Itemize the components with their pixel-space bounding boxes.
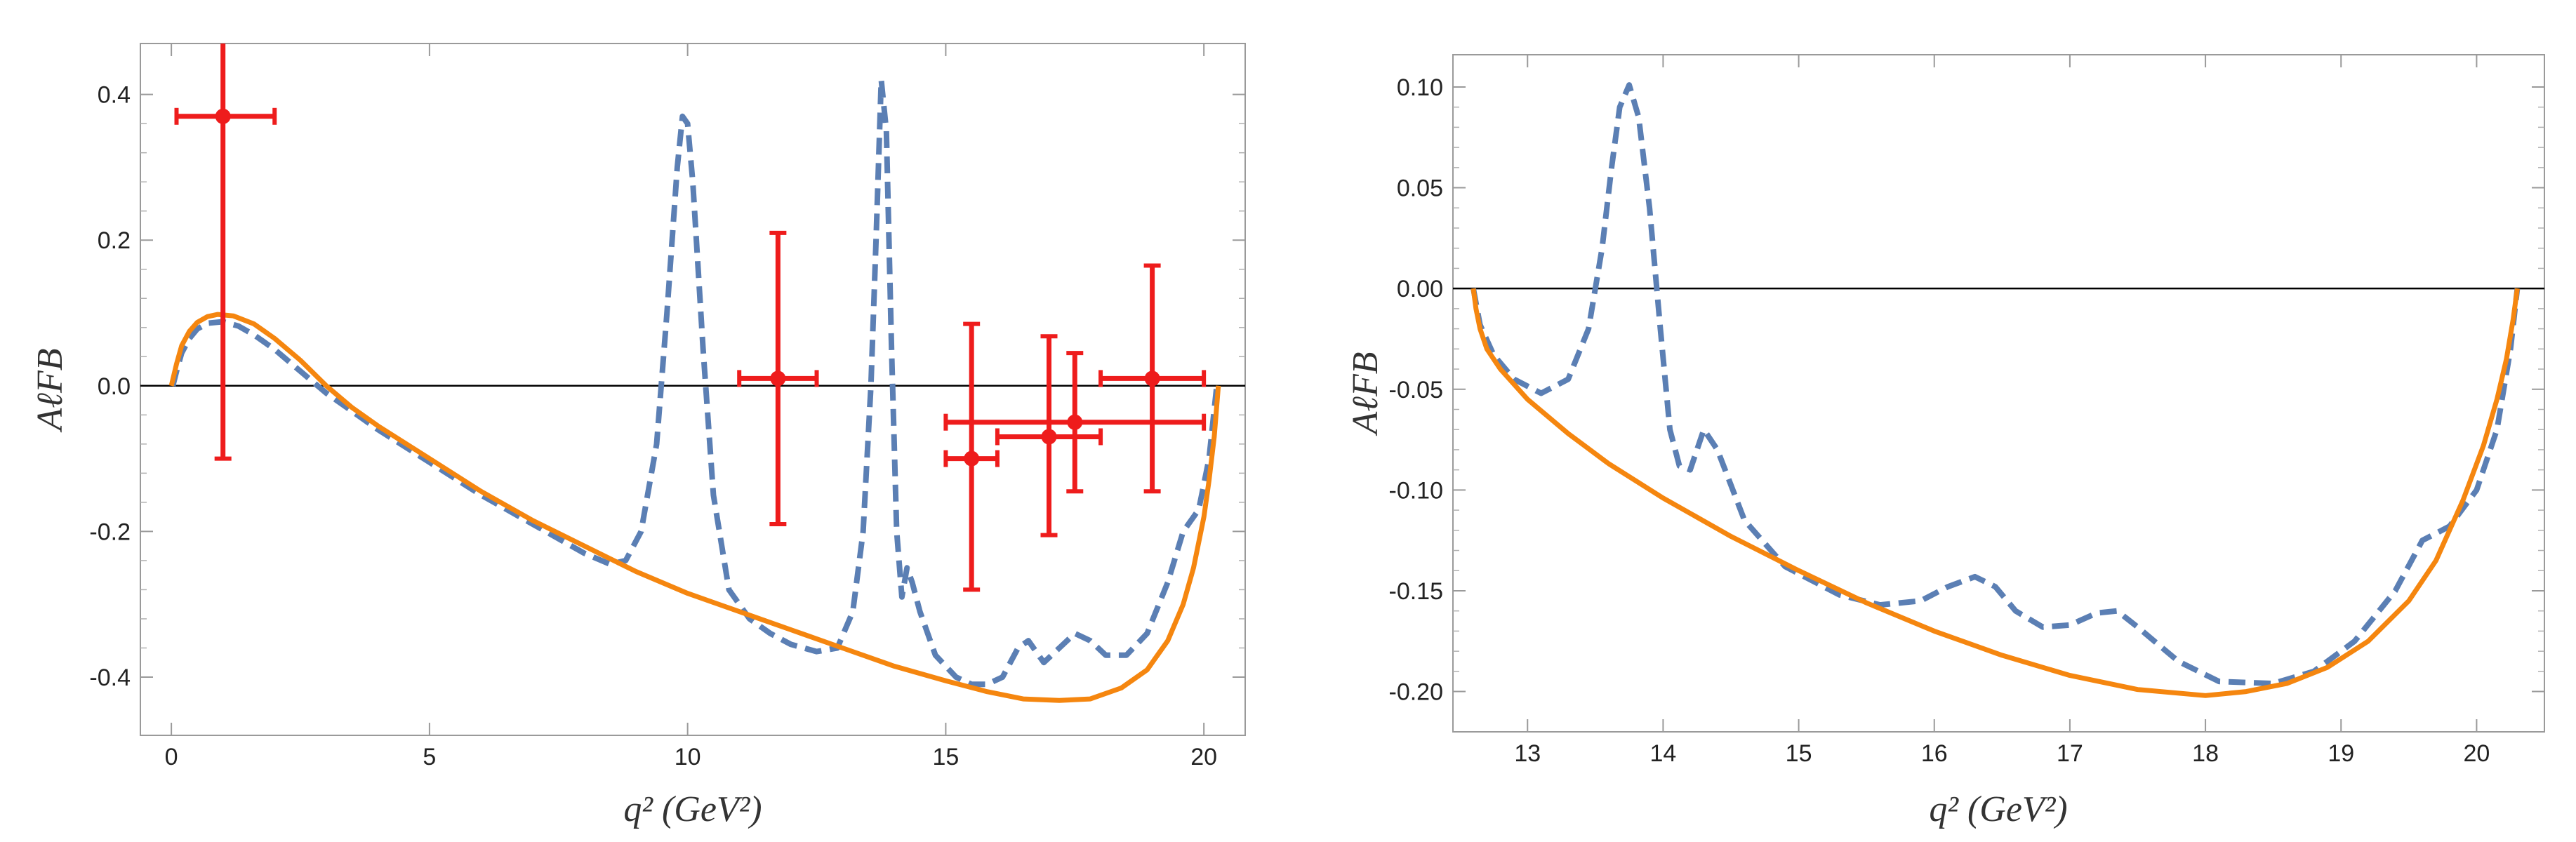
left-chart: 0 5 10 15 20 -0.4 -0.2 0.0 0.2 0.4 q² (GeV²) AℓF… [30, 43, 1246, 829]
data-point [737, 230, 819, 527]
data-marker [964, 450, 980, 467]
y-tick-label: -0.10 [1389, 477, 1444, 504]
right-x-axis-title: q² (GeV²) [1929, 789, 2067, 829]
y-tick-label: -0.15 [1389, 578, 1444, 605]
left-solid-curve [168, 312, 1221, 703]
x-tick-label: 14 [1649, 740, 1676, 767]
x-tick-label: 20 [1190, 744, 1217, 770]
y-tick-label: -0.4 [89, 664, 131, 691]
data-marker [215, 108, 231, 124]
y-tick-label: 0.00 [1397, 276, 1443, 302]
data-point [995, 334, 1103, 537]
data-point [943, 321, 1000, 592]
x-tick-label: 0 [165, 744, 178, 770]
right-dashed-curve [1470, 82, 2521, 687]
x-tick-label: 17 [2057, 740, 2083, 767]
right-solid-curve [1470, 288, 2520, 698]
data-marker [770, 370, 786, 387]
y-tick-label: -0.20 [1389, 679, 1444, 706]
x-tick-label: 15 [932, 744, 959, 770]
y-tick-label: -0.05 [1389, 377, 1444, 403]
y-tick-label: 0.4 [98, 82, 131, 109]
y-tick-label: -0.2 [89, 519, 131, 545]
left-dashed-curve [170, 76, 1220, 688]
x-tick-label: 20 [2464, 740, 2490, 767]
data-marker [1067, 414, 1083, 430]
left-plot-frame [140, 43, 1246, 736]
x-tick-label: 15 [1786, 740, 1812, 767]
y-tick-label: 0.05 [1397, 175, 1443, 202]
right-y-axis-title: AℓFB [1346, 352, 1386, 436]
data-point [174, 44, 277, 461]
x-tick-label: 13 [1514, 740, 1541, 767]
y-tick-label: 0.2 [98, 227, 131, 254]
data-marker [1041, 429, 1057, 445]
left-x-axis-title: q² (GeV²) [623, 789, 762, 829]
x-tick-label: 19 [2328, 740, 2354, 767]
right-plot-frame [1452, 54, 2545, 733]
x-tick-label: 16 [1921, 740, 1948, 767]
data-point [1098, 263, 1207, 494]
left-y-axis-title: AℓFB [30, 349, 70, 433]
y-tick-label: 0.10 [1397, 74, 1443, 101]
x-tick-label: 18 [2192, 740, 2219, 767]
x-tick-label: 5 [423, 744, 436, 770]
data-marker [1144, 370, 1160, 387]
right-chart: 13 14 15 16 17 18 19 20 -0.20 -0.15 -0.10 -0.05 0.0… [1346, 54, 2545, 829]
x-tick-label: 10 [675, 744, 701, 770]
y-tick-label: 0.0 [98, 373, 131, 400]
data-point [943, 351, 1207, 494]
